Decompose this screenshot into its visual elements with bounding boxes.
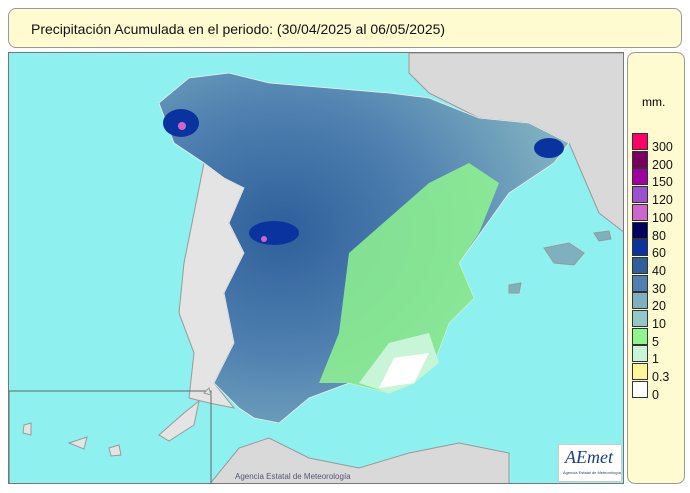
legend-swatch	[632, 203, 648, 221]
legend-swatch	[632, 256, 648, 274]
map-svg	[9, 53, 623, 483]
legend-swatch	[632, 363, 648, 381]
title-box: Precipitación Acumulada en el periodo: (…	[8, 8, 682, 48]
max-point-galicia	[178, 122, 186, 130]
max-point-centre	[261, 236, 267, 242]
legend-swatch	[632, 186, 648, 204]
canary-islands	[22, 387, 212, 457]
legend-panel: mm. 300 200 150 120 100 80 60 40 30 20 10 5 1 0.3 0	[627, 52, 685, 484]
balearic-islands	[508, 230, 612, 294]
legend-label: 20	[652, 299, 666, 314]
legend-label: 5	[652, 334, 659, 349]
legend-swatch	[632, 310, 648, 327]
legend-label: 300	[652, 140, 673, 154]
legend-swatch	[632, 345, 648, 363]
catalonia-heavy	[534, 138, 564, 158]
southeast-white-zone	[379, 353, 429, 388]
africa	[209, 437, 510, 483]
canary-inset	[9, 390, 212, 483]
legend-swatch	[632, 221, 648, 239]
legend-label: 0	[652, 387, 659, 402]
legend-swatch	[632, 327, 648, 345]
legend-label: 0.3	[652, 370, 670, 385]
east-dry-zone	[319, 163, 499, 393]
credit-text: Agencia Estatal de Meteorología	[235, 472, 351, 481]
legend-swatch	[632, 168, 648, 186]
legend-label: 10	[652, 317, 666, 331]
central-heavy	[249, 221, 299, 245]
legend-unit: mm.	[642, 95, 666, 109]
legend-label: 120	[652, 193, 673, 208]
legend-swatch	[632, 150, 648, 168]
legend-swatch	[632, 380, 648, 398]
legend-label: 150	[652, 175, 673, 190]
legend-swatch	[632, 292, 648, 310]
legend-label: 1	[652, 352, 659, 367]
legend-swatch	[632, 133, 648, 150]
legend-label: 100	[652, 210, 673, 225]
legend-label: 200	[652, 157, 673, 172]
precipitation-map	[8, 52, 624, 484]
legend-label: 80	[652, 228, 666, 243]
legend-label: 30	[652, 281, 666, 296]
aemet-logo: AEmet Agencia Estatal de Meteorología	[558, 444, 622, 482]
legend-label: 60	[652, 246, 666, 261]
legend-label: 40	[652, 263, 666, 278]
legend-swatch	[632, 274, 648, 292]
legend-swatch	[632, 239, 648, 257]
map-title: Precipitación Acumulada en el periodo: (…	[31, 21, 446, 37]
